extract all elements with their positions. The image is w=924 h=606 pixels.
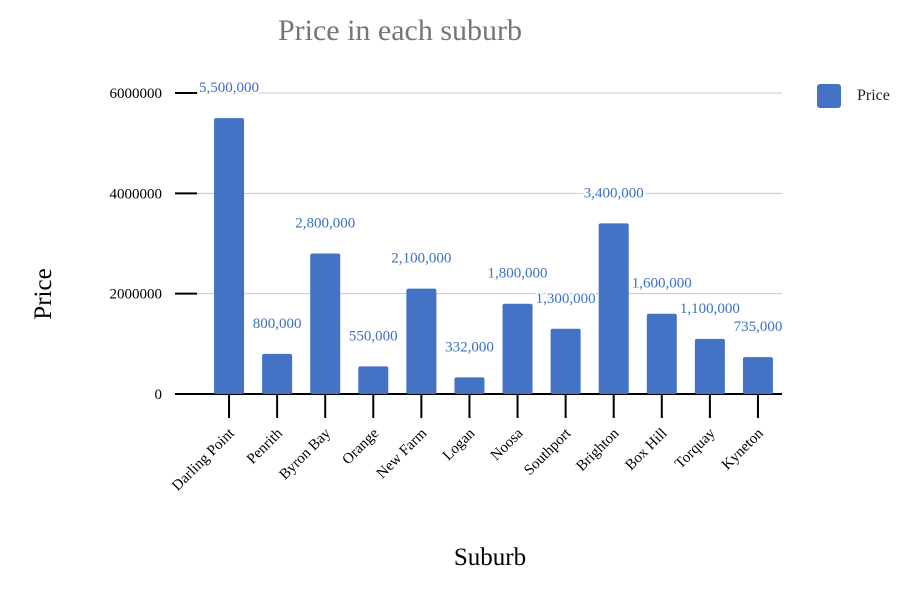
data-label: 2,800,000 bbox=[295, 216, 355, 232]
x-tick-label: Logan bbox=[440, 425, 479, 464]
data-label: 1,100,000 bbox=[680, 301, 740, 317]
data-label: 1,800,000 bbox=[488, 266, 548, 282]
y-tick-label: 0 bbox=[155, 387, 163, 403]
legend: Price bbox=[817, 84, 890, 108]
data-label: 5,500,000 bbox=[199, 80, 259, 96]
y-axis-label: Price bbox=[30, 268, 57, 320]
bar bbox=[502, 303, 533, 394]
data-label: 800,000 bbox=[253, 316, 302, 332]
x-tick-label: Byron Bay bbox=[276, 425, 334, 483]
legend-swatch bbox=[817, 84, 841, 108]
x-tick-label: New Farm bbox=[374, 425, 431, 482]
legend-label: Price bbox=[857, 87, 890, 104]
x-tick-label: Southport bbox=[521, 425, 575, 479]
x-tick-label: Orange bbox=[340, 425, 383, 468]
bar bbox=[598, 223, 629, 394]
bar bbox=[646, 313, 677, 394]
data-label: 3,400,000 bbox=[584, 185, 644, 201]
x-tick-label: Darling Point bbox=[169, 425, 238, 494]
x-axis-label: Suburb bbox=[453, 544, 527, 571]
data-label: 2,100,000 bbox=[391, 251, 451, 267]
bar bbox=[214, 118, 245, 394]
x-tick-label: Brighton bbox=[574, 425, 623, 474]
data-label: 735,000 bbox=[734, 319, 783, 335]
data-label: 1,600,000 bbox=[632, 276, 692, 292]
y-tick-label: 4000000 bbox=[110, 186, 163, 202]
bar bbox=[406, 288, 437, 394]
y-tick-label: 2000000 bbox=[110, 287, 163, 303]
bar bbox=[262, 353, 293, 394]
y-tick-label: 6000000 bbox=[110, 86, 163, 102]
data-label: 1,300,000 bbox=[536, 291, 596, 307]
x-tick-label: Kyneton bbox=[719, 425, 767, 473]
x-tick-label: Penrith bbox=[244, 425, 286, 467]
bar bbox=[550, 328, 581, 394]
bar bbox=[454, 377, 485, 394]
x-tick-label: Torquay bbox=[672, 425, 719, 472]
chart-title: Price in each suburb bbox=[277, 14, 523, 47]
x-tick-label: Noosa bbox=[488, 425, 527, 464]
x-tick-label: Box Hill bbox=[622, 426, 670, 474]
bar bbox=[358, 366, 389, 394]
data-label: 550,000 bbox=[349, 328, 398, 344]
bar bbox=[694, 338, 725, 394]
bar bbox=[742, 357, 773, 394]
data-label: 332,000 bbox=[445, 339, 494, 355]
bar bbox=[310, 253, 341, 394]
